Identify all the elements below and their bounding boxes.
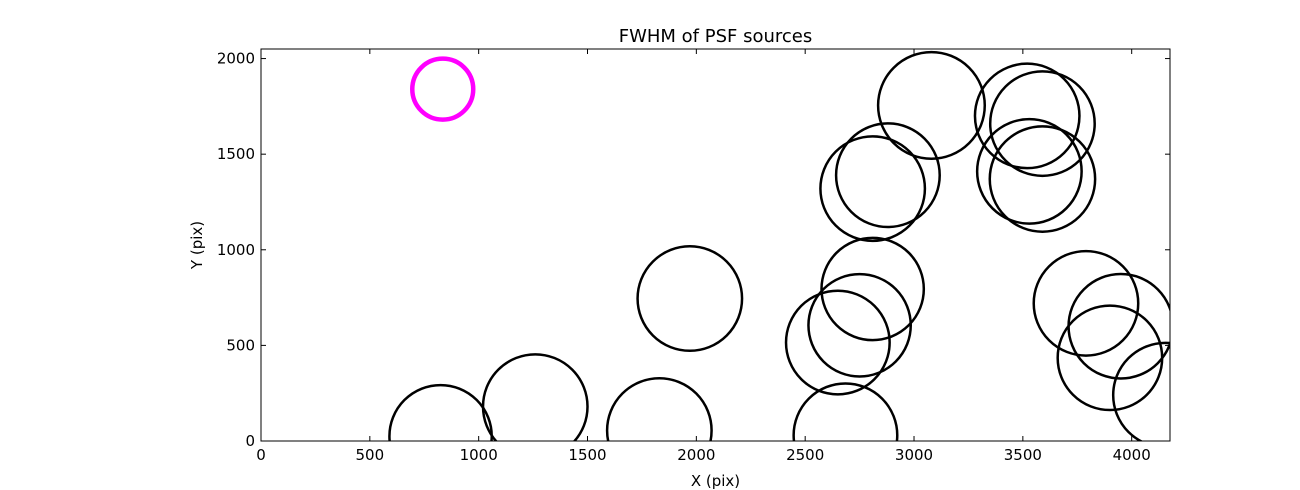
source-circle-11: [876, 50, 987, 160]
source-circle-7: [807, 272, 913, 378]
reference-circle: [410, 56, 476, 122]
source-circle-13: [988, 70, 1096, 178]
source-circle-1: [388, 383, 493, 441]
source-circle-14: [975, 117, 1083, 225]
source-circle-6: [792, 382, 899, 441]
x-axis-label: X (pix): [691, 472, 740, 490]
y-tick-label-0: 0: [245, 432, 255, 450]
x-tick-label-1000: 1000: [460, 446, 498, 464]
y-axis: 0 500 1000 1500 2000: [217, 50, 1170, 450]
y-tick-label-500: 500: [226, 336, 255, 354]
source-circle-9: [819, 135, 927, 243]
y-tick-label-1000: 1000: [217, 241, 255, 259]
y-tick-label-2000: 2000: [217, 50, 255, 68]
x-tick-label-0: 0: [256, 446, 266, 464]
source-circle-3: [605, 377, 713, 441]
source-circle-8: [820, 236, 926, 342]
x-tick-label-2500: 2500: [786, 446, 824, 464]
source-circle-16: [1032, 249, 1140, 357]
source-circle-17: [1056, 304, 1164, 412]
x-tick-label-2000: 2000: [677, 446, 715, 464]
x-axis: 0 500 1000 1500 2000 2500 3000 3500 4000: [256, 49, 1151, 464]
source-circle-10: [834, 122, 941, 229]
chart-title: FWHM of PSF sources: [619, 26, 813, 47]
x-tick-label-3000: 3000: [895, 446, 933, 464]
source-circle-12: [973, 62, 1081, 170]
source-circle-19: [1111, 341, 1170, 441]
x-tick-label-3500: 3500: [1004, 446, 1042, 464]
x-tick-label-4000: 4000: [1113, 446, 1151, 464]
source-circle-18: [1067, 272, 1170, 380]
x-tick-label-1500: 1500: [568, 446, 606, 464]
x-tick-label-500: 500: [356, 446, 385, 464]
circles-layer: [388, 50, 1170, 441]
source-circle-15: [988, 125, 1097, 233]
y-axis-label: Y (pix): [188, 221, 206, 270]
plot-frame: [260, 48, 1171, 442]
source-circle-4: [636, 245, 744, 353]
y-tick-label-1500: 1500: [217, 145, 255, 163]
source-circle-2: [481, 353, 589, 441]
source-circle-5: [784, 289, 891, 396]
